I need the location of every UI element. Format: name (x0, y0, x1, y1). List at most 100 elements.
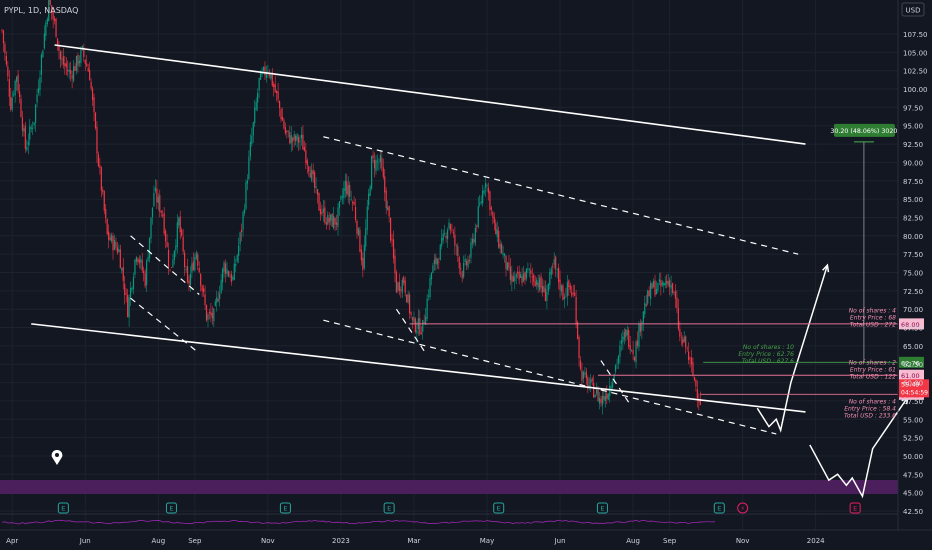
channel-line-dashed[interactable] (130, 235, 200, 295)
candle-body (283, 120, 285, 129)
candle-body (242, 212, 244, 230)
candle-body (330, 214, 332, 221)
channel-line-dashed[interactable] (600, 360, 631, 405)
candle-body (487, 187, 490, 193)
earnings-marker[interactable] (493, 502, 505, 514)
candle-body (267, 71, 269, 73)
earnings-marker[interactable] (279, 502, 291, 514)
event-marker-label: ⚡ (740, 505, 745, 513)
candle-body (423, 321, 425, 324)
time-tick-label: Jun (554, 537, 566, 545)
candle-body (455, 245, 457, 247)
candle-body (581, 370, 583, 382)
candle-body (91, 88, 94, 100)
candle-body (682, 339, 684, 344)
channel-line-dashed[interactable] (130, 297, 200, 354)
earnings-marker[interactable] (849, 502, 861, 514)
candle-body (157, 196, 159, 203)
price-axis[interactable]: 107.50 105.00 102.50 100.00 97.50 95.00 92.50 9… (903, 31, 928, 516)
candle-body (105, 209, 107, 219)
channel-line-dashed[interactable] (323, 319, 777, 435)
candle-body (562, 285, 564, 300)
channel-line-dashed[interactable] (395, 308, 427, 354)
candle-body (150, 217, 152, 239)
candle-body (16, 76, 18, 82)
candle-body (448, 222, 450, 229)
event-markers[interactable]: E E E E E E E ⚡ E (57, 502, 861, 514)
candle-body (566, 282, 568, 297)
earnings-marker[interactable] (596, 502, 608, 514)
location-pin-icon[interactable] (51, 450, 63, 465)
price-tick-label: 42.50 (903, 508, 923, 516)
earnings-marker[interactable] (713, 502, 725, 514)
candle-body (148, 237, 151, 259)
candle-body (692, 362, 694, 376)
channel-line[interactable] (31, 323, 806, 413)
channel-line[interactable] (54, 44, 806, 145)
candle-body (666, 280, 668, 284)
earnings-marker[interactable] (383, 502, 395, 514)
candle-body (197, 254, 199, 266)
candle-body (59, 51, 62, 60)
candle-body (622, 336, 624, 342)
candle-body (49, 0, 51, 5)
earnings-marker[interactable] (57, 502, 69, 514)
candle-body (42, 50, 44, 58)
candle-body (321, 211, 323, 214)
candle-body (273, 84, 275, 87)
currency-label: USD (906, 7, 921, 15)
price-tick-label: 100.00 (903, 86, 928, 94)
dividend-marker[interactable] (737, 502, 749, 514)
candle-body (195, 252, 197, 259)
candle-body (35, 104, 37, 123)
position-note-line: Total USD : 627.6 (742, 358, 794, 365)
candle-body (375, 159, 377, 172)
candle-body (579, 360, 582, 370)
candle-body (626, 330, 628, 336)
candle-body (381, 157, 383, 168)
candle-body (460, 268, 462, 270)
candle-body (10, 97, 12, 110)
price-tick-label: 65.00 (903, 343, 923, 351)
candle-body (575, 296, 577, 325)
candle-body (211, 313, 213, 319)
candle-body (306, 160, 308, 166)
event-marker-label: E (853, 505, 857, 513)
candle-body (319, 208, 322, 215)
candle-body (143, 271, 145, 274)
candle-body (167, 249, 170, 267)
candle-body (458, 257, 460, 269)
trend-lines[interactable] (31, 44, 909, 499)
candle-body (184, 252, 186, 267)
candle-body (112, 235, 114, 251)
candle-body (521, 276, 523, 283)
target-label: 30.20 (48.06%) 3020 (830, 128, 897, 135)
candle-body (582, 371, 585, 379)
candle-body (543, 286, 545, 293)
candle-body (205, 305, 208, 321)
currency-button[interactable] (901, 2, 925, 17)
candle-body (688, 351, 690, 361)
candle-body (670, 285, 672, 289)
candle-body (537, 282, 539, 288)
candle-body (444, 233, 446, 235)
candle-body (324, 207, 326, 223)
candle-body (664, 282, 666, 286)
candle-body (631, 350, 633, 351)
projection-path[interactable] (756, 264, 829, 433)
candle-body (591, 378, 593, 382)
channel-line-dashed[interactable] (323, 136, 799, 255)
candle-body (33, 122, 35, 126)
time-tick-label: Sep (188, 537, 202, 545)
price-tick-label: 95.00 (903, 123, 923, 131)
earnings-marker[interactable] (165, 502, 177, 514)
projection-path[interactable] (809, 396, 909, 499)
candle-body (446, 229, 449, 240)
candle-body (438, 261, 440, 263)
candle-body (208, 312, 211, 314)
candle-body (48, 0, 50, 22)
position-note-line: No of shares : 10 (743, 344, 794, 351)
candle-body (240, 229, 243, 233)
time-axis[interactable]: Apr Jun Aug Sep Nov 2023 Mar May Jun Aug Sep Nov 202… (6, 537, 825, 545)
